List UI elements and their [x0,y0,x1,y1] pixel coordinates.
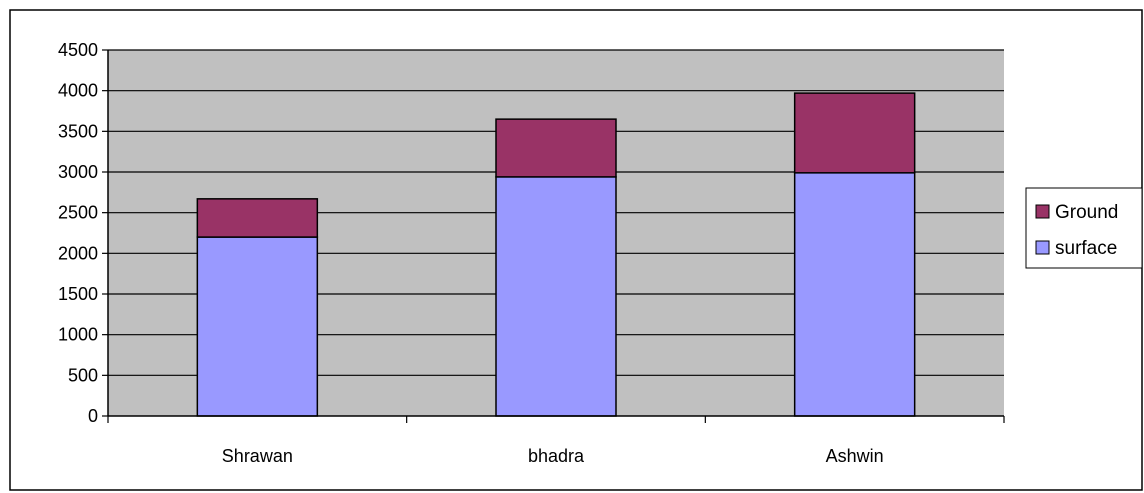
y-tick-label: 0 [88,406,98,426]
x-tick-label: bhadra [528,446,585,466]
bar-surface-ashwin [793,172,916,417]
bar-ground-ashwin [793,92,916,174]
y-tick-label: 1500 [58,284,98,304]
bar-surface-bhadra [495,176,617,417]
y-tick-label: 4500 [58,40,98,60]
x-axis-labels: Shrawan bhadra Ashwin [222,446,884,466]
legend-label-surface: surface [1055,238,1117,259]
bar-ground-bhadra [495,118,617,178]
legend-swatch-ground [1035,204,1050,219]
legend-box [1025,187,1143,269]
y-tick-label: 1000 [58,325,98,345]
y-tick-label: 2500 [58,203,98,223]
y-tick-label: 2000 [58,243,98,263]
y-axis-ticks: 0 500 1000 1500 2000 2500 3000 3500 4000 4500 [58,40,108,426]
axes [107,50,1005,423]
bars [196,92,916,417]
x-tick-label: Shrawan [222,446,293,466]
legend-label-ground: Ground [1055,202,1118,223]
bar-surface-shrawan [196,236,319,417]
bar-ground-shrawan [196,198,319,238]
y-tick-label: 500 [68,365,98,385]
y-tick-label: 3000 [58,162,98,182]
x-tick-label: Ashwin [826,446,884,466]
y-tick-label: 4000 [58,81,98,101]
legend-swatch-surface [1035,240,1050,255]
y-tick-label: 3500 [58,121,98,141]
legend: Ground surface [1025,187,1143,269]
